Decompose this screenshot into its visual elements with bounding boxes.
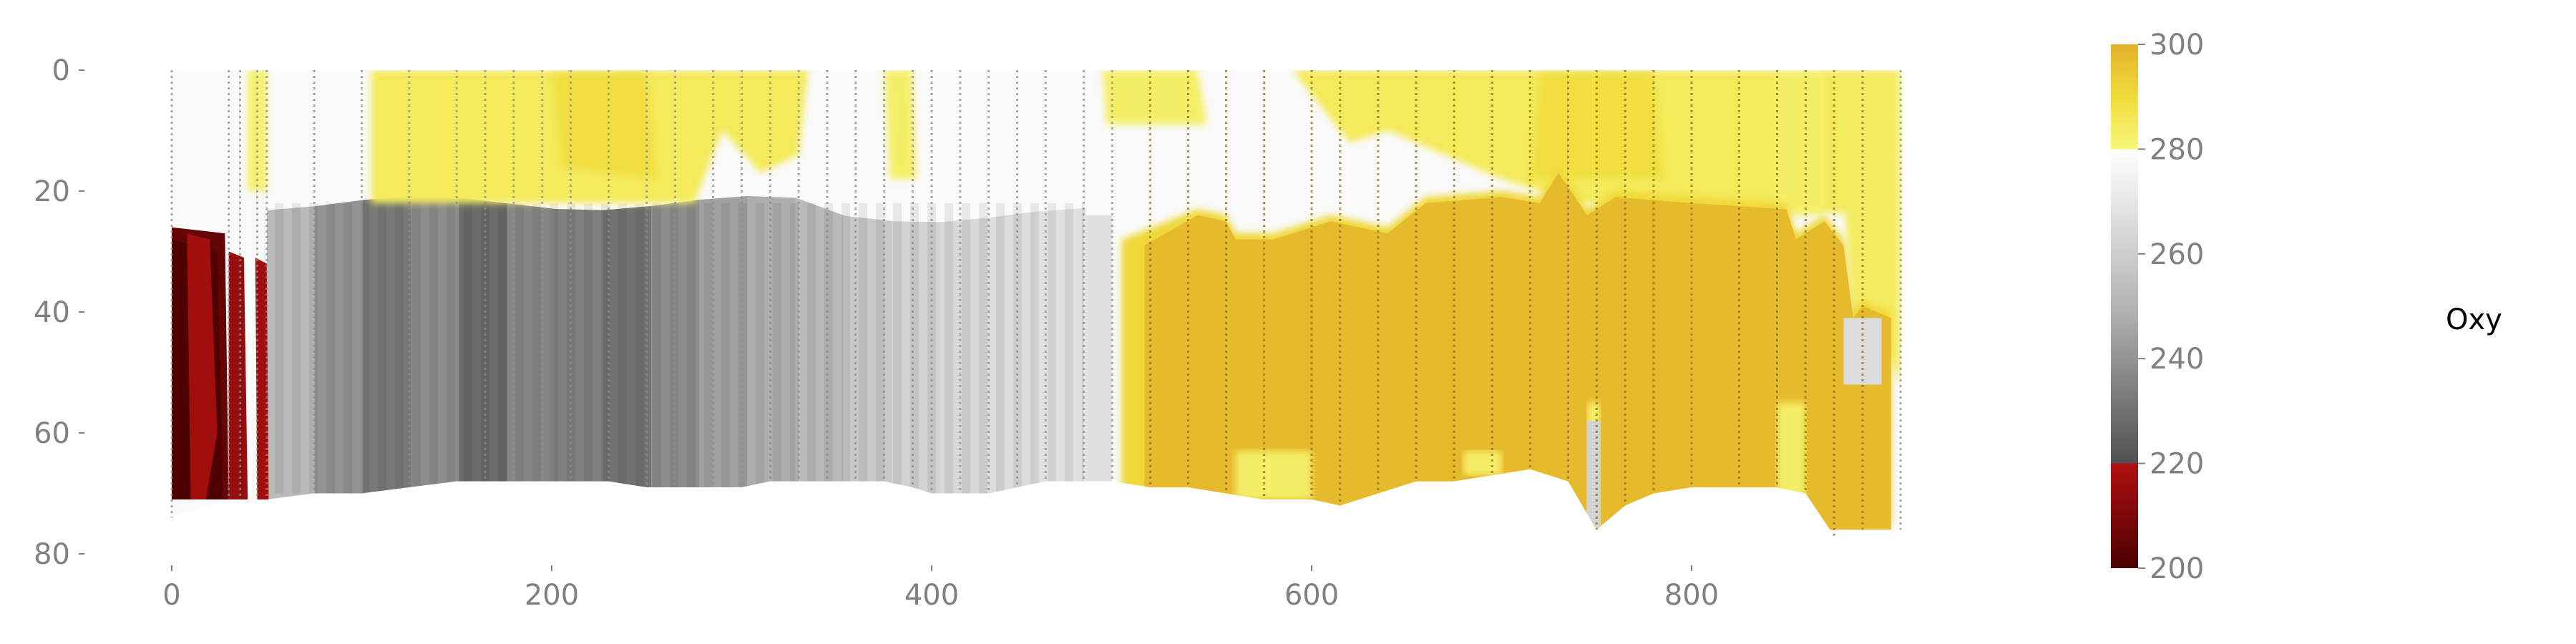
maximum-oxygen-region bbox=[1121, 167, 1891, 530]
y-tick-label: 0 bbox=[52, 54, 70, 87]
x-tick-label: 600 bbox=[1284, 579, 1339, 612]
plot-area bbox=[170, 70, 1902, 536]
surface-high-oxygen-patch bbox=[1530, 70, 1664, 180]
colorbar-tick-label: 260 bbox=[2150, 238, 2204, 271]
x-tick-label: 200 bbox=[525, 579, 579, 612]
maximum-oxygen-core bbox=[1144, 172, 1891, 530]
surface-high-oxygen-patch bbox=[1777, 70, 1825, 215]
oxygen-pocket bbox=[1777, 402, 1806, 512]
low-oxygen-band bbox=[255, 257, 269, 499]
low-oxygen-band bbox=[228, 251, 248, 499]
x-tick-label: 800 bbox=[1664, 579, 1719, 612]
colorbar-tick-label: 220 bbox=[2150, 448, 2204, 481]
x-tick-label: 400 bbox=[904, 579, 959, 612]
y-tick-label: 40 bbox=[34, 296, 70, 329]
colorbar-tick-label: 300 bbox=[2150, 29, 2204, 62]
colorbar-tick-label: 240 bbox=[2150, 343, 2204, 376]
colorbar: 200 220 240 260 280 300 bbox=[2111, 29, 2204, 585]
low-oxygen-region bbox=[172, 227, 269, 499]
surface-high-oxygen-patch bbox=[1834, 70, 1901, 385]
oxygen-pocket bbox=[1463, 451, 1502, 476]
surface-high-oxygen-patch bbox=[248, 70, 267, 191]
station-profiles bbox=[170, 70, 1902, 536]
y-tick-label: 20 bbox=[34, 175, 70, 208]
oxygen-field bbox=[172, 70, 1901, 536]
y-tick-label: 80 bbox=[34, 538, 70, 571]
y-axis: 0 20 40 60 80 bbox=[34, 54, 84, 571]
x-tick-label: 0 bbox=[162, 579, 180, 612]
colorbar-ticks: 200 220 240 260 280 300 bbox=[2138, 29, 2204, 585]
colorbar-scale bbox=[2111, 44, 2138, 568]
surface-high-oxygen-patch bbox=[552, 70, 656, 180]
intermediate-texture bbox=[266, 203, 1084, 494]
colorbar-tick-label: 280 bbox=[2150, 133, 2204, 166]
oxygen-pocket bbox=[1235, 451, 1312, 499]
surface-high-oxygen-region bbox=[248, 70, 1901, 385]
low-oxygen-band bbox=[187, 233, 218, 499]
y-tick-label: 60 bbox=[34, 417, 70, 450]
colorbar-tick-label: 200 bbox=[2150, 552, 2204, 585]
surface-high-oxygen-patch bbox=[713, 70, 809, 173]
oxygen-pocket bbox=[1586, 421, 1601, 530]
surface-high-oxygen-patch bbox=[884, 70, 917, 180]
surface-high-oxygen-patch bbox=[371, 70, 723, 203]
colorbar-label: Oxy bbox=[2446, 303, 2502, 336]
surface-high-oxygen-patch bbox=[1102, 70, 1207, 125]
x-axis: 0 200 400 600 800 bbox=[162, 565, 1719, 612]
